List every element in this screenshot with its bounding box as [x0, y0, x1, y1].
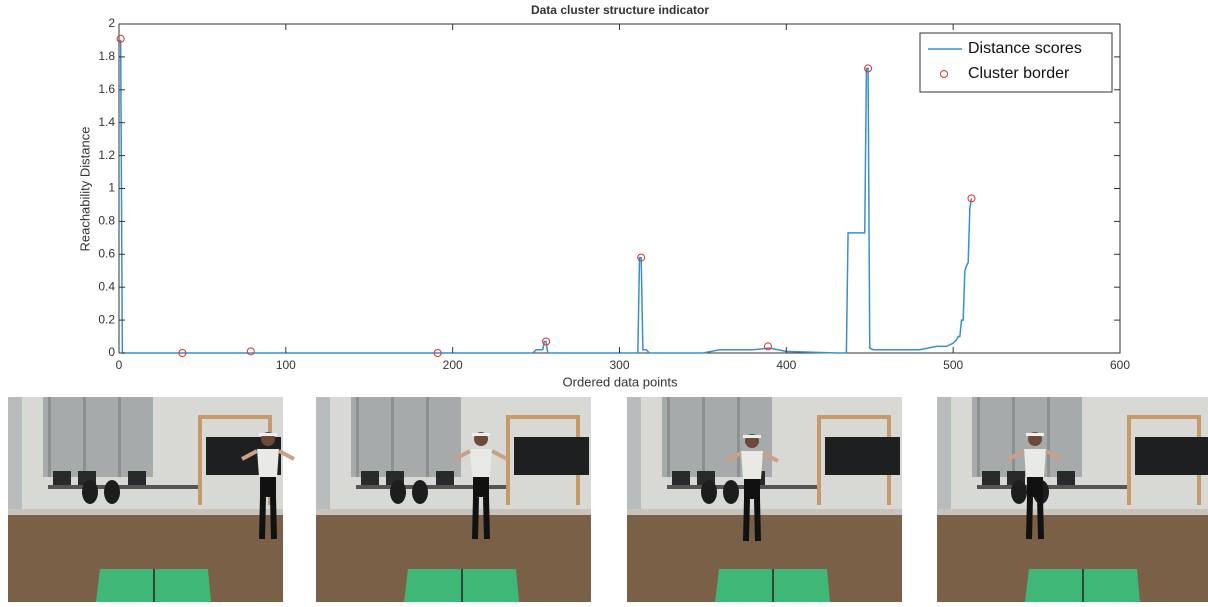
- video-frame: [627, 397, 902, 602]
- y-tick-label: 0.4: [98, 279, 115, 293]
- legend-label: Cluster border: [968, 65, 1070, 82]
- x-tick-label: 400: [776, 358, 796, 372]
- y-tick-label: 2: [108, 16, 115, 30]
- y-tick-label: 1.6: [98, 82, 115, 96]
- x-tick-label: 0: [116, 358, 123, 372]
- legend: Distance scores Cluster border: [920, 33, 1112, 92]
- y-tick-label: 0.6: [98, 246, 115, 260]
- x-tick-label: 100: [276, 358, 296, 372]
- plot-area: [117, 35, 975, 356]
- x-axis-label: Ordered data points: [563, 374, 678, 389]
- y-tick-label: 1: [108, 181, 115, 195]
- y-tick-label: 0.2: [98, 312, 115, 326]
- legend-label: Distance scores: [968, 40, 1082, 57]
- x-tick-label: 200: [443, 358, 463, 372]
- x-tick-label: 500: [943, 358, 963, 372]
- y-tick-label: 0.8: [98, 214, 115, 228]
- page: Data cluster structure indicator Ordered…: [0, 0, 1208, 602]
- video-frame: [937, 397, 1208, 602]
- x-tick-label: 600: [1110, 358, 1130, 372]
- video-frame: [8, 397, 294, 602]
- video-frame: [316, 397, 591, 602]
- x-tick-label: 300: [609, 358, 629, 372]
- y-axis-label: Reachability Distance: [77, 126, 92, 251]
- y-tick-label: 1.2: [98, 148, 115, 162]
- cluster-border-marker: [247, 348, 254, 355]
- y-tick-label: 0: [108, 345, 115, 359]
- chart-title: Data cluster structure indicator: [531, 3, 709, 17]
- y-tick-label: 1.4: [98, 115, 115, 129]
- y-tick-label: 1.8: [98, 49, 115, 63]
- distance-line: [119, 40, 972, 353]
